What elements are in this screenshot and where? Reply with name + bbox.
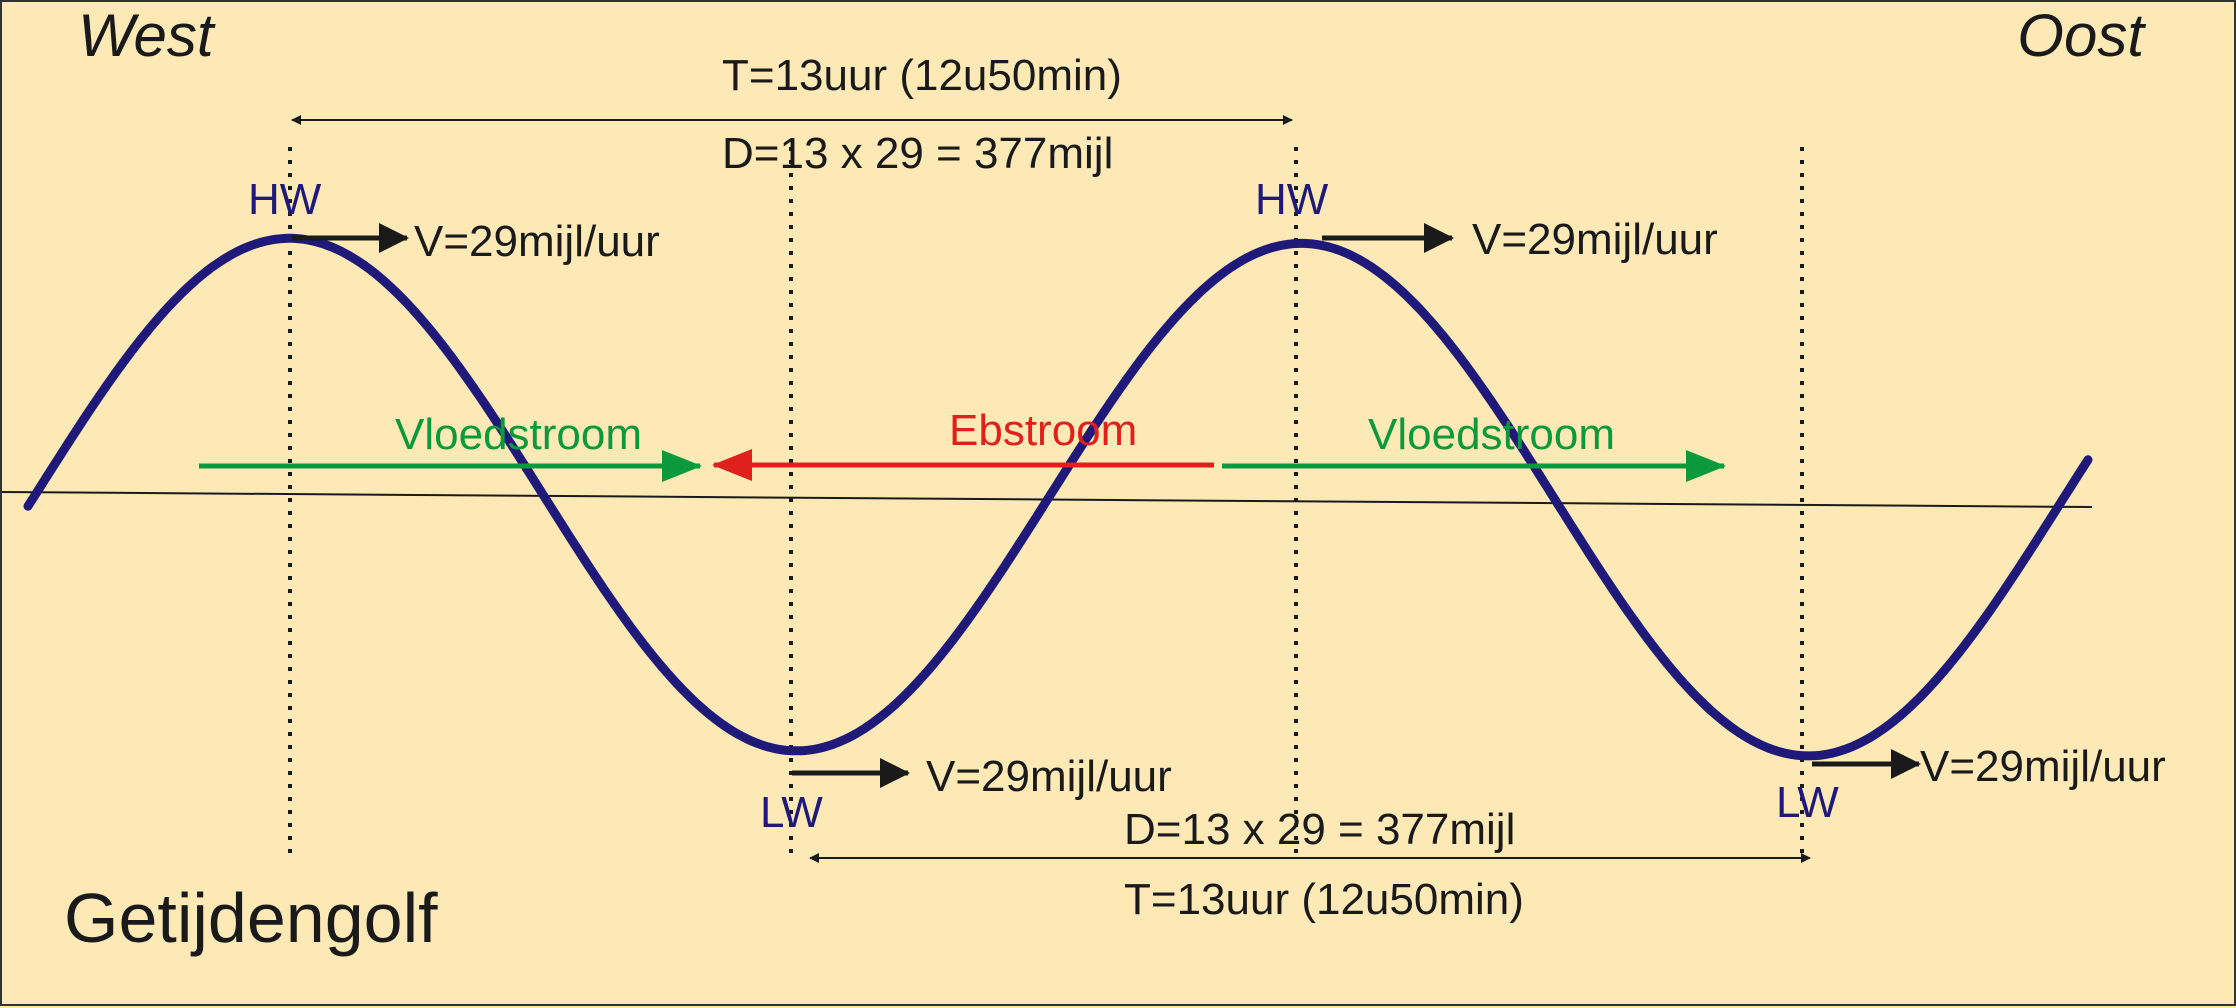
top-period-label: T=13uur (12u50min) — [722, 51, 1122, 100]
west-label: West — [78, 2, 216, 69]
hw-marker-1: HW — [248, 175, 322, 224]
flood-current-label-2: Vloedstroom — [1368, 410, 1615, 459]
tidal-wave-curve — [23, 233, 2093, 761]
ebb-current-label: Ebstroom — [949, 406, 1137, 455]
speed-label-hw-2: V=29mijl/uur — [1472, 215, 1718, 264]
speed-label-lw-1: V=29mijl/uur — [926, 752, 1172, 801]
bottom-distance-label: D=13 x 29 = 377mijl — [1124, 805, 1515, 854]
top-distance-label: D=13 x 29 = 377mijl — [722, 129, 1113, 178]
lw-marker-1: LW — [760, 788, 823, 837]
hw-marker-2: HW — [1255, 175, 1329, 224]
flood-current-label-1: Vloedstroom — [395, 410, 642, 459]
bottom-period-label: T=13uur (12u50min) — [1124, 875, 1524, 924]
speed-label-hw-1: V=29mijl/uur — [414, 217, 660, 266]
diagram-title: Getijdengolf — [64, 879, 438, 957]
lw-marker-2: LW — [1776, 778, 1839, 827]
speed-label-lw-2: V=29mijl/uur — [1920, 742, 2166, 791]
east-label: Oost — [2017, 2, 2146, 69]
